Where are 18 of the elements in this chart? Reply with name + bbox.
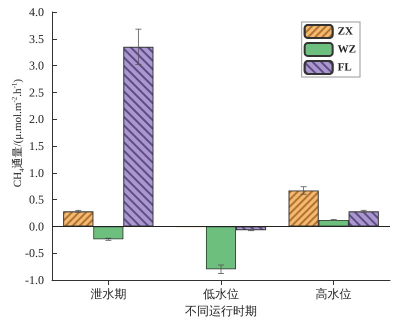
y-tick-label: 0.5 [29,192,44,207]
y-tick-label: 0.0 [29,219,44,234]
y-tick-label: 1.5 [29,139,44,153]
legend-label: ZX [338,26,353,38]
y-tick-label: 2.5 [29,85,44,100]
y-tick-label: 1.0 [29,166,44,180]
y-tick-label: 2.0 [29,112,44,126]
x-tick-label: 高水位 [316,287,352,301]
legend-label: FL [338,62,352,74]
x-tick-label: 低水位 [203,287,239,301]
y-tick-label: 3.0 [29,58,44,73]
y-tick-label: -1.0 [25,273,44,287]
y-tick-label: 3.5 [29,32,44,46]
y-tick-label: 4.0 [29,5,44,19]
legend-label: WZ [338,44,356,56]
y-tick-label: -0.5 [25,246,44,260]
x-axis-title: 不同运行时期 [185,304,257,318]
x-tick-label: 泄水期 [90,287,126,301]
